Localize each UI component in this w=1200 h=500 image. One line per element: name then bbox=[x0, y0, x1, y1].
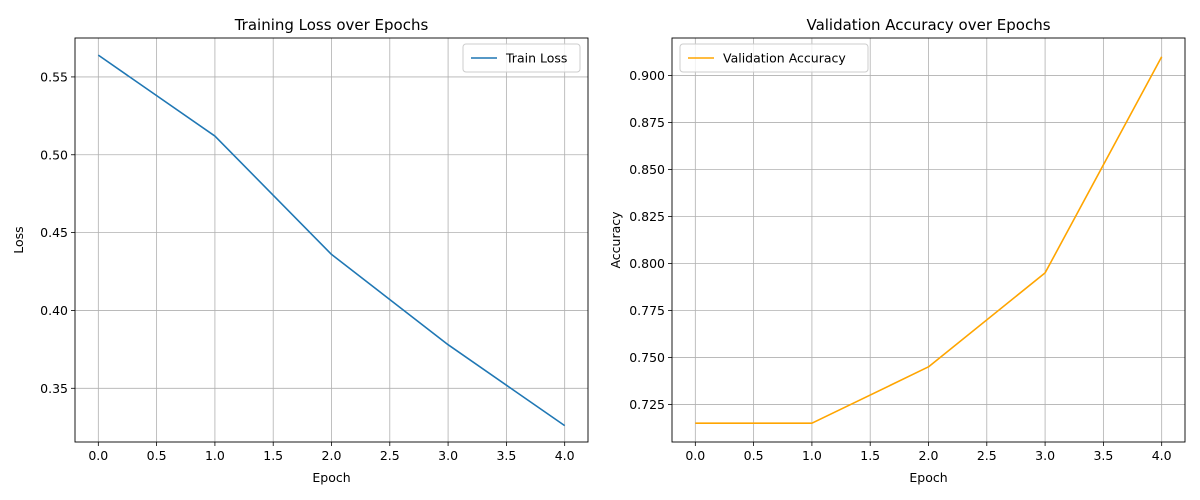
chart-title: Training Loss over Epochs bbox=[234, 16, 429, 34]
y-tick-label: 0.825 bbox=[629, 209, 665, 224]
x-tick-label: 2.5 bbox=[977, 448, 997, 463]
x-tick-label: 3.0 bbox=[438, 448, 458, 463]
y-tick-label: 0.900 bbox=[629, 68, 665, 83]
x-tick-label: 1.0 bbox=[205, 448, 225, 463]
y-tick-label: 0.35 bbox=[40, 381, 68, 396]
x-axis-label: Epoch bbox=[909, 470, 947, 485]
y-tick-label: 0.725 bbox=[629, 397, 665, 412]
y-tick-label: 0.50 bbox=[40, 147, 68, 162]
legend: Validation Accuracy bbox=[679, 43, 869, 73]
x-tick-label: 2.0 bbox=[322, 448, 342, 463]
x-tick-label: 3.5 bbox=[1093, 448, 1113, 463]
x-tick-label: 1.5 bbox=[263, 448, 283, 463]
legend-box bbox=[679, 43, 869, 73]
x-tick-label: 0.5 bbox=[744, 448, 764, 463]
x-tick-label: 1.0 bbox=[802, 448, 822, 463]
x-tick-label: 3.0 bbox=[1035, 448, 1055, 463]
x-tick-label: 2.0 bbox=[919, 448, 939, 463]
x-tick-label: 2.5 bbox=[380, 448, 400, 463]
x-tick-label: 4.0 bbox=[555, 448, 575, 463]
loss-chart: 0.0 0.5 1.0 1.5 2.0 2.5 3.0 3.5 4.0 0.35 0.40 0.45 0… bbox=[11, 16, 589, 485]
legend-box bbox=[462, 43, 581, 73]
axes-frame bbox=[74, 37, 589, 443]
legend: Train Loss bbox=[462, 43, 581, 73]
x-tick-label: 0.0 bbox=[685, 448, 705, 463]
y-axis-label: Loss bbox=[11, 226, 26, 253]
y-tick-label: 0.45 bbox=[40, 225, 68, 240]
y-tick-label: 0.775 bbox=[629, 303, 665, 318]
y-tick-label: 0.875 bbox=[629, 115, 665, 130]
y-tick-label: 0.40 bbox=[40, 303, 68, 318]
legend-label: Validation Accuracy bbox=[723, 51, 846, 66]
x-tick-label: 3.5 bbox=[496, 448, 516, 463]
axes-frame bbox=[671, 37, 1186, 443]
y-tick-label: 0.850 bbox=[629, 162, 665, 177]
x-tick-label: 4.0 bbox=[1152, 448, 1172, 463]
y-tick-label: 0.750 bbox=[629, 350, 665, 365]
accuracy-chart: 0.0 0.5 1.0 1.5 2.0 2.5 3.0 3.5 4.0 0.725 0.750 0.7… bbox=[608, 16, 1186, 485]
x-tick-label: 0.5 bbox=[147, 448, 167, 463]
chart-title: Validation Accuracy over Epochs bbox=[806, 16, 1050, 34]
y-axis-label: Accuracy bbox=[608, 211, 623, 269]
x-tick-label: 1.5 bbox=[860, 448, 880, 463]
x-tick-label: 0.0 bbox=[88, 448, 108, 463]
legend-label: Train Loss bbox=[505, 51, 567, 66]
x-axis-label: Epoch bbox=[312, 470, 350, 485]
y-tick-label: 0.55 bbox=[40, 69, 68, 84]
y-tick-label: 0.800 bbox=[629, 256, 665, 271]
